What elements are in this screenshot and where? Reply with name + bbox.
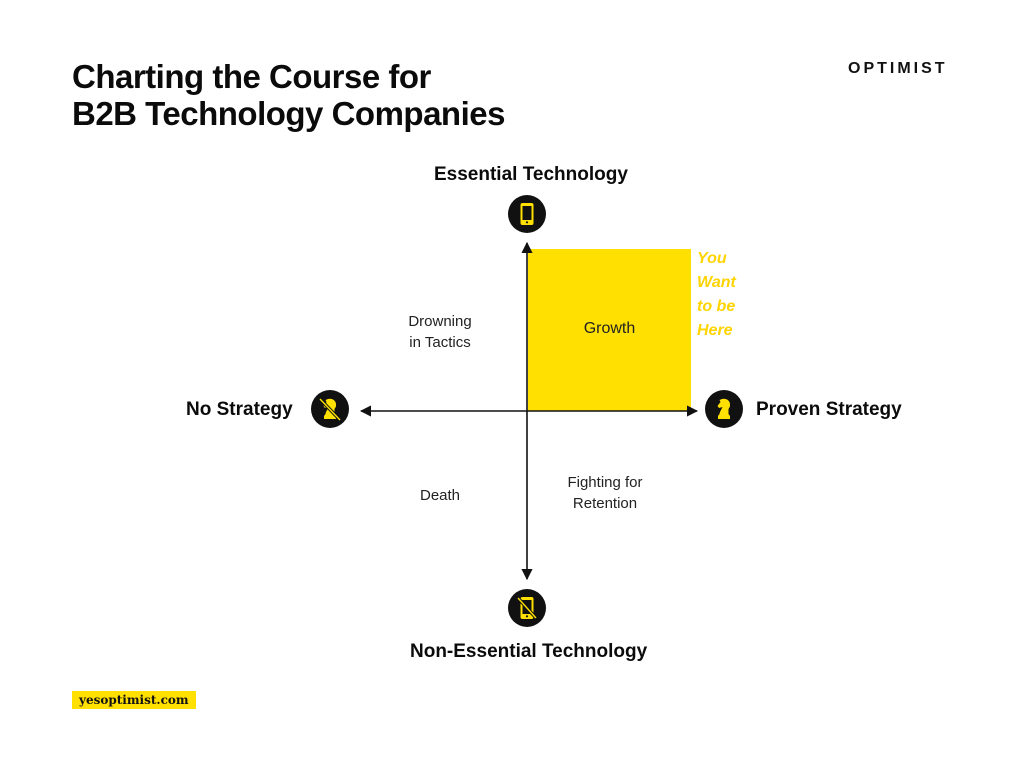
axis-label-bottom: Non-Essential Technology [410, 641, 648, 662]
callout-line-4: Here [697, 322, 733, 339]
callout-line-3: to be [697, 298, 736, 315]
axis-label-right: Proven Strategy [756, 399, 902, 420]
quadrant-label-top-left-line1: Drowning [408, 313, 472, 330]
you-want-to-be-here-callout: You Want to be Here [697, 247, 736, 343]
callout-line-1: You [697, 250, 727, 267]
page-title: Charting the Course for B2B Technology C… [72, 58, 505, 132]
quadrant-label-death: Death [419, 487, 461, 504]
brand-logo: OPTIMIST [848, 60, 948, 77]
title-line-2: B2B Technology Companies [72, 95, 505, 132]
smartphone-crossed-icon [508, 589, 546, 627]
callout-line-2: Want [697, 274, 736, 291]
quadrant-label-growth: Growth [583, 320, 636, 337]
growth-quadrant-highlight [528, 249, 691, 411]
title-line-1: Charting the Course for [72, 58, 431, 95]
smartphone-icon [508, 195, 546, 233]
axis-label-top: Essential Technology [434, 164, 628, 185]
quadrant-label-top-left: Drowning in Tactics [380, 311, 500, 353]
quadrant-label-top-left-line2: in Tactics [409, 334, 471, 351]
quadrant-label-bottom-right-line1: Fighting for [567, 474, 643, 491]
footer-url: yesoptimist.com [72, 691, 196, 709]
quadrant-label-bottom-right-line2: Retention [572, 495, 638, 512]
quadrant-label-bottom-right: Fighting for Retention [545, 472, 665, 514]
axis-label-left: No Strategy [186, 399, 293, 420]
chess-knight-icon [705, 390, 743, 428]
chess-knight-crossed-icon [311, 390, 349, 428]
